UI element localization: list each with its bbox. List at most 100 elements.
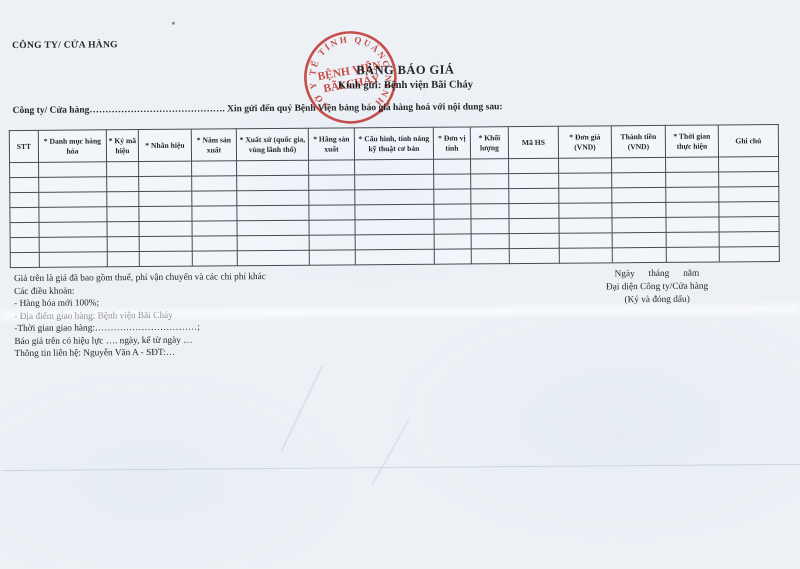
table-cell	[9, 177, 39, 193]
table-cell	[433, 173, 471, 190]
table-cell	[191, 205, 238, 222]
column-header: * Xuất xứ (quốc gia, vùng lãnh thổ)	[236, 128, 309, 161]
table-cell	[718, 201, 779, 217]
scan-speck	[171, 21, 175, 25]
column-header: * Nhãn hiệu	[138, 129, 192, 162]
table-cell	[611, 202, 666, 218]
table-cell	[611, 172, 666, 188]
table-cell	[191, 160, 237, 177]
table-cell	[308, 159, 355, 176]
table-cell	[354, 204, 435, 220]
table-cell	[471, 248, 510, 264]
table-cell	[106, 176, 139, 192]
table-cell	[139, 236, 193, 252]
intro-line: Công ty/ Cửa hàng……………………………………. Xin gửi…	[12, 102, 503, 117]
table-cell	[612, 232, 667, 248]
table-cell	[308, 204, 356, 221]
table-cell	[611, 157, 666, 173]
table-cell	[434, 218, 472, 235]
scan-artifact-line	[1, 463, 800, 472]
column-header: * Cấu hình, tính năng kỹ thuật cơ bản	[354, 127, 434, 160]
table-cell	[718, 156, 779, 172]
table-cell	[236, 175, 309, 191]
table-cell	[470, 218, 510, 234]
table-cell	[354, 189, 434, 205]
table-cell	[558, 187, 612, 204]
table-cell	[509, 248, 560, 264]
table-cell	[139, 251, 193, 267]
column-header: Mã HS	[508, 126, 559, 159]
column-header: * Danh mục hàng hóa	[38, 129, 107, 163]
table-cell	[508, 203, 559, 219]
column-header: * Năm sản xuất	[191, 128, 237, 162]
table-cell	[666, 231, 720, 248]
table-cell	[39, 221, 108, 238]
company-store-label: CÔNG TY/ CỬA HÀNG	[12, 40, 118, 52]
table-cell	[718, 186, 779, 202]
table-cell	[309, 249, 356, 266]
table-cell	[508, 173, 559, 189]
table-cell	[236, 160, 309, 176]
table-cell	[611, 217, 667, 233]
table-cell	[719, 231, 780, 247]
table-cell	[39, 236, 108, 253]
table-cell	[665, 186, 719, 203]
column-header: Thành tiền (VND)	[611, 125, 666, 158]
terms-line: Giá trên là giá đã bao gồm thuế, phí vận…	[13, 272, 266, 285]
table-cell	[138, 176, 192, 192]
table-cell	[38, 161, 107, 178]
table-cell	[107, 236, 140, 252]
table-cell	[192, 235, 238, 252]
table-cell	[665, 201, 719, 218]
table-cell	[666, 246, 720, 263]
table-cell	[38, 206, 108, 223]
table-cell	[470, 188, 509, 204]
column-header: Ghi chú	[718, 124, 779, 157]
quote-table: STT * Danh mục hàng hóa * Ký mã hiệu * Nhãn…	[8, 124, 780, 269]
table-cell	[509, 233, 560, 249]
table-cell	[138, 206, 193, 222]
scan-streak	[370, 419, 410, 486]
table-cell	[434, 248, 472, 265]
table-cell	[9, 207, 40, 223]
table-cell	[471, 233, 510, 249]
table-cell	[354, 159, 434, 175]
table-cell	[470, 203, 509, 219]
table-cell	[611, 187, 666, 203]
table-cell	[559, 232, 613, 249]
column-header: * Đơn vị tính	[433, 126, 471, 160]
table-cell	[138, 191, 192, 207]
table-cell	[236, 190, 309, 206]
table-cell	[665, 171, 719, 188]
table-cell	[10, 222, 40, 238]
table-cell	[559, 247, 613, 264]
table-cell	[470, 173, 509, 189]
table-cell	[718, 171, 779, 187]
column-header: * Hãng sản xuất	[308, 127, 355, 161]
table-cell	[308, 174, 355, 191]
hospital-stamp-icon: SỞ Y TẾ TỈNH QUẢNG NINH BỆNH VIỆN BÃI CH…	[300, 27, 399, 124]
table-cell	[9, 192, 39, 208]
table-cell	[719, 246, 780, 262]
column-header: STT	[9, 130, 39, 163]
table-cell	[139, 221, 193, 237]
table-cell	[236, 205, 310, 221]
table-cell	[433, 158, 471, 175]
table-cell	[558, 217, 613, 234]
terms-line: Thông tin liên hệ: Nguyễn Văn A - SĐT:…	[14, 347, 176, 360]
table-cell	[237, 250, 310, 266]
table-cell	[237, 235, 310, 251]
table-cell	[665, 156, 719, 173]
table-cell	[38, 191, 107, 208]
table-cell	[107, 251, 140, 267]
table-cell	[718, 216, 780, 232]
table-cell	[309, 219, 356, 236]
table-cell	[355, 219, 435, 235]
table-cell	[355, 249, 435, 265]
table-cell	[192, 250, 238, 267]
scan-streak	[280, 364, 324, 452]
column-header: * Thời gian thực hiện	[665, 124, 719, 158]
stamp-outer-ring	[304, 31, 397, 124]
table-cell	[665, 216, 720, 233]
table-cell	[558, 157, 612, 174]
